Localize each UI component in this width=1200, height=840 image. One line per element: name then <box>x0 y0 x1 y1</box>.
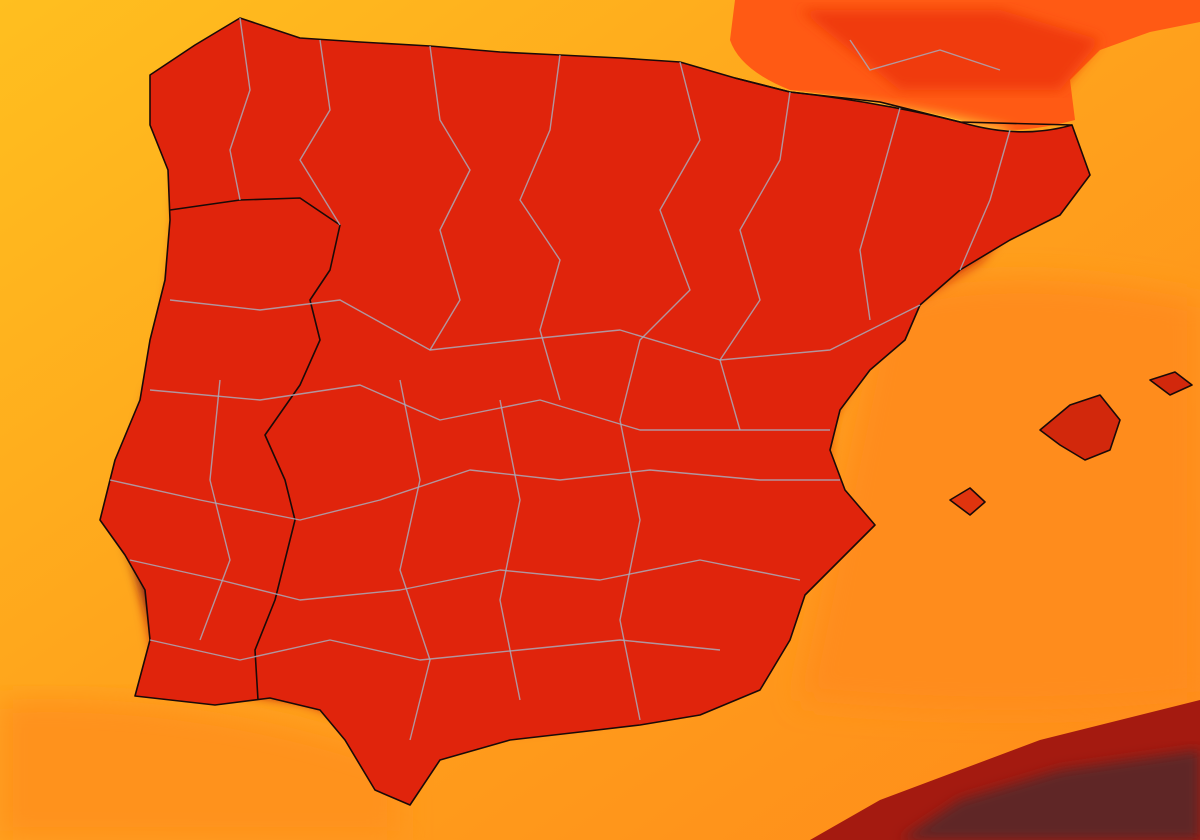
province-borders <box>109 17 1011 741</box>
island <box>1039 394 1121 461</box>
sea-warm <box>800 280 1200 710</box>
country-border <box>734 77 1073 126</box>
sea-warm <box>0 698 400 840</box>
island <box>1149 371 1193 396</box>
france-heat <box>800 10 1100 90</box>
island <box>949 487 986 516</box>
country-border <box>169 197 341 701</box>
heat-dark <box>900 750 1200 840</box>
